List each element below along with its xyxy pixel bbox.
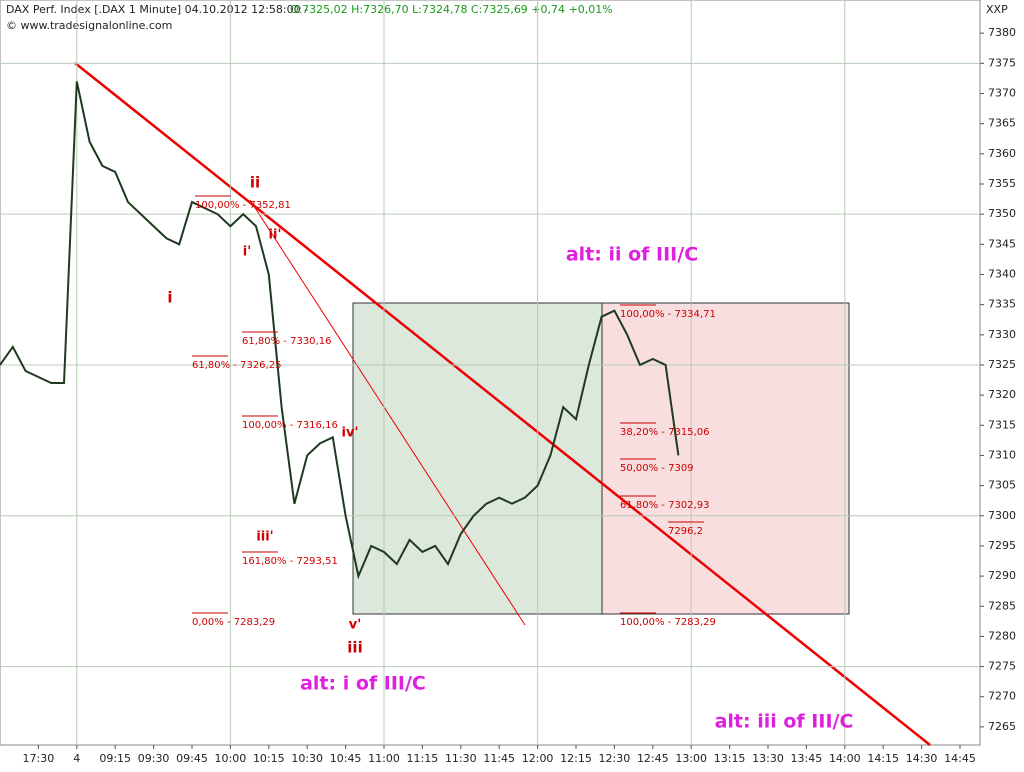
x-tick-label: 10:00 [215,752,247,765]
y-tick-label: 7265 [988,720,1016,733]
trendline [74,62,931,746]
y-tick-label: 7380 [988,26,1016,39]
x-tick-label: 09:15 [99,752,131,765]
y-tick-label: 7370 [988,87,1016,100]
thin-trendline [249,199,526,626]
x-tick-label: 11:30 [445,752,477,765]
x-tick-label: 10:15 [253,752,285,765]
chart-title: DAX Perf. Index [.DAX 1 Minute] 04.10.20… [6,3,308,16]
x-tick-label: 09:30 [138,752,170,765]
fib-label: 61,80% - 7302,93 [620,500,709,511]
x-tick-label: 11:00 [368,752,400,765]
wave-label: iii' [256,530,273,545]
x-tick-label: 13:45 [791,752,823,765]
x-tick-label: 14:45 [944,752,976,765]
fib-label: 38,20% - 7315,06 [620,427,709,438]
wave-label: iv' [342,426,359,441]
x-tick-label: 13:15 [714,752,746,765]
y-tick-label: 7365 [988,117,1016,130]
fib-label: 100,00% - 7316,16 [242,420,338,431]
y-tick-label: 7330 [988,328,1016,341]
wave-label: iii [347,639,362,657]
x-tick-label: 13:30 [752,752,784,765]
x-tick-label: 11:45 [483,752,515,765]
y-tick-label: 7300 [988,509,1016,522]
fib-label: 7296,2 [668,526,703,537]
scenario-label: alt: i of III/C [300,673,426,695]
y-tick-label: 7340 [988,267,1016,280]
y-tick-label: 7375 [988,56,1016,69]
copyright: © www.tradesignalonline.com [6,19,172,32]
wave-label: i [167,289,172,307]
fib-label: 100,00% - 7283,29 [620,617,716,628]
x-tick-label: 12:15 [560,752,592,765]
fib-label: 61,80% - 7330,16 [242,336,331,347]
green-zone [352,302,603,615]
y-tick-label: 7310 [988,448,1016,461]
y-tick-label: 7335 [988,298,1016,311]
y-tick-label: 7355 [988,177,1016,190]
fib-label: 50,00% - 7309 [620,463,694,474]
wave-label: i' [243,245,251,260]
fib-label: 100,00% - 7352,81 [195,200,291,211]
fib-label: 100,00% - 7334,71 [620,309,716,320]
x-tick-label: 12:45 [637,752,669,765]
ohlc: O:7325,02 H:7326,70 L:7324,78 C:7325,69 … [290,3,613,16]
x-tick-label: 12:30 [599,752,631,765]
wave-label: ii' [269,228,282,243]
x-tick-label: 09:45 [176,752,208,765]
y-tick-label: 7315 [988,418,1016,431]
y-tick-label: 7275 [988,660,1016,673]
wave-label: ii [250,174,260,192]
x-tick-label: 10:45 [330,752,362,765]
y-tick-label: 7320 [988,388,1016,401]
wave-label: v' [349,618,361,633]
x-tick-label: 17:30 [23,752,55,765]
x-tick-label: 10:30 [291,752,323,765]
fib-label: 0,00% - 7283,29 [192,617,275,628]
price-line [0,81,680,580]
x-tick-label: 14:00 [829,752,861,765]
fib-label: 61,80% - 7326,25 [192,360,281,371]
y-tick-label: 7360 [988,147,1016,160]
x-tick-label: 14:15 [867,752,899,765]
fib-label: 161,80% - 7293,51 [242,556,338,567]
y-tick-label: 7350 [988,207,1016,220]
corner-label: XXP [986,3,1008,16]
scenario-label: alt: iii of III/C [715,711,854,733]
y-tick-label: 7325 [988,358,1016,371]
x-tick-label: 13:00 [675,752,707,765]
y-tick-label: 7345 [988,237,1016,250]
x-tick-label: 4 [73,752,80,765]
x-tick-label: 14:30 [906,752,938,765]
y-tick-label: 7270 [988,690,1016,703]
y-tick-label: 7290 [988,569,1016,582]
y-tick-label: 7295 [988,539,1016,552]
scenario-label: alt: ii of III/C [566,244,698,266]
x-tick-label: 12:00 [522,752,554,765]
y-tick-label: 7305 [988,479,1016,492]
y-tick-label: 7285 [988,599,1016,612]
y-tick-label: 7280 [988,629,1016,642]
x-tick-label: 11:15 [407,752,439,765]
